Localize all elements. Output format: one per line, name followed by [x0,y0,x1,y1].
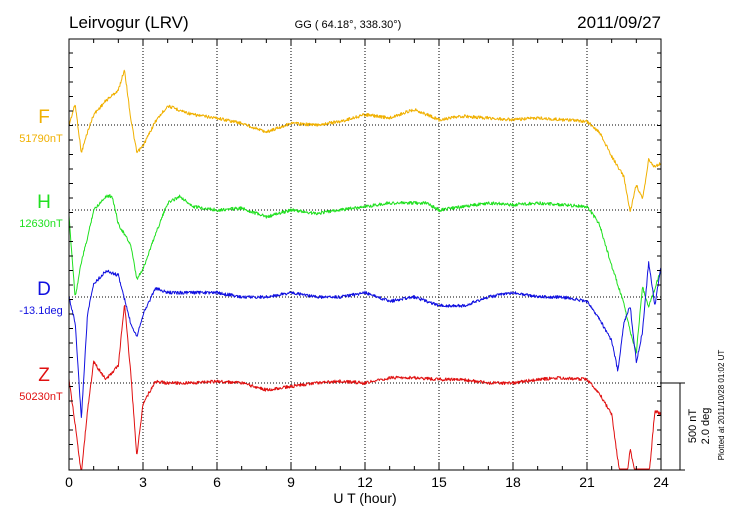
series-baseline-f: 51790nT [19,133,63,145]
series-baseline-d: -13.1deg [19,305,62,317]
series-baseline-h: 12630nT [19,218,63,230]
series-name-z: Z [38,365,50,386]
series-name-h: H [37,192,51,213]
x-tick-label: 0 [65,474,73,490]
series-line-d [68,261,662,419]
grid-layer [69,39,661,470]
scale-label-deg: 2.0 deg [700,408,712,445]
x-tick-label: 6 [213,474,221,490]
label-layer: F 51790nT H 12630nT D -13.1deg Z 50230nT [19,107,63,403]
x-tick-label: 9 [287,474,295,490]
x-tick-label: 15 [431,474,447,490]
series-line-z [68,304,662,470]
series-name-d: D [37,279,51,300]
series-baseline-z: 50230nT [19,391,63,403]
series-name-f: F [38,107,50,128]
series-layer [68,69,662,470]
chart-date: 2011/09/27 [577,13,661,32]
x-tick-label: 21 [579,474,595,490]
x-tick-label: 18 [505,474,521,490]
chart-title: Leirvogur (LRV) [69,13,189,32]
station-coordinates: GG ( 64.18°, 338.30°) [295,19,402,31]
x-tick-label: 12 [357,474,373,490]
x-axis-label: U T (hour) [333,490,396,506]
plotted-note: Plotted at 2011/10/28 01:02 UT [717,350,726,461]
series-line-f [68,69,662,212]
scale-label-nt: 500 nT [687,409,699,444]
series-line-h [68,194,662,354]
x-tick-label: 24 [653,474,669,490]
tick-layer: 0 3 6 9 12 15 18 21 24 [65,39,669,490]
x-tick-label: 3 [139,474,147,490]
